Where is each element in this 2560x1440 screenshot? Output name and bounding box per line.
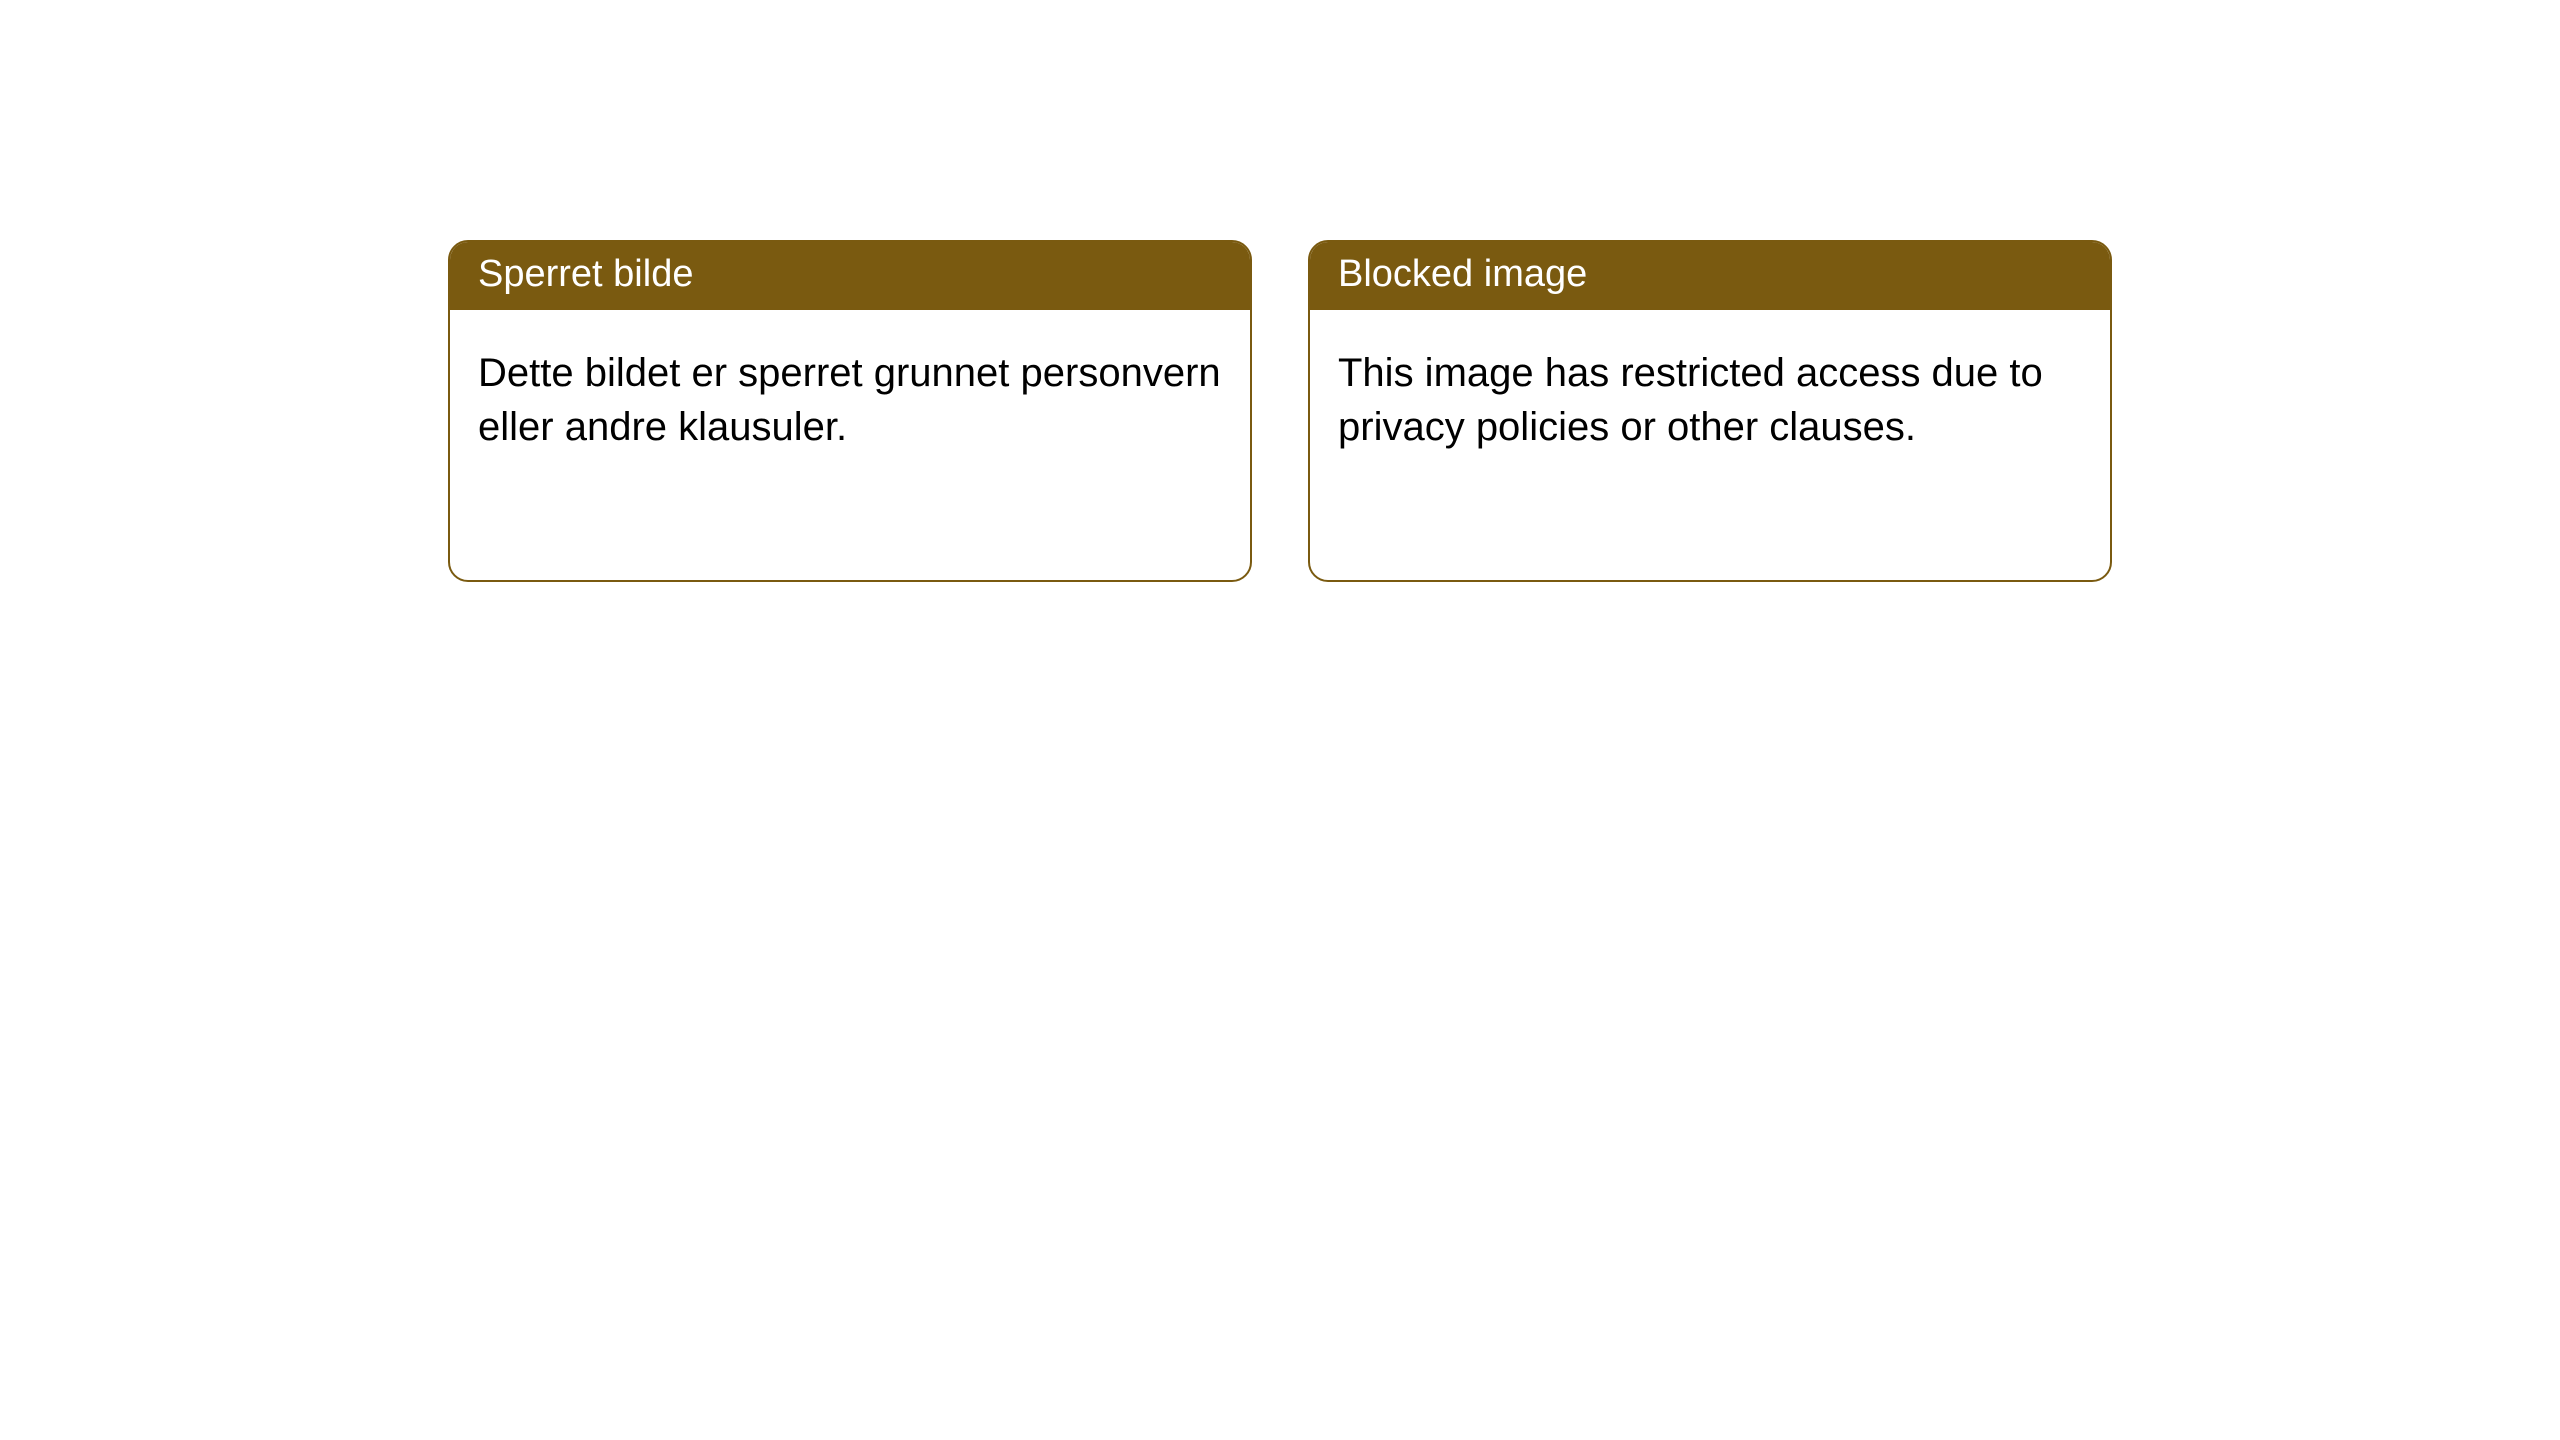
blocked-image-card-no: Sperret bilde Dette bildet er sperret gr… [448, 240, 1252, 582]
blocked-image-cards: Sperret bilde Dette bildet er sperret gr… [448, 240, 2560, 582]
card-body-no: Dette bildet er sperret grunnet personve… [450, 310, 1250, 580]
card-title-no: Sperret bilde [450, 242, 1250, 310]
blocked-image-card-en: Blocked image This image has restricted … [1308, 240, 2112, 582]
card-title-en: Blocked image [1310, 242, 2110, 310]
card-body-en: This image has restricted access due to … [1310, 310, 2110, 580]
